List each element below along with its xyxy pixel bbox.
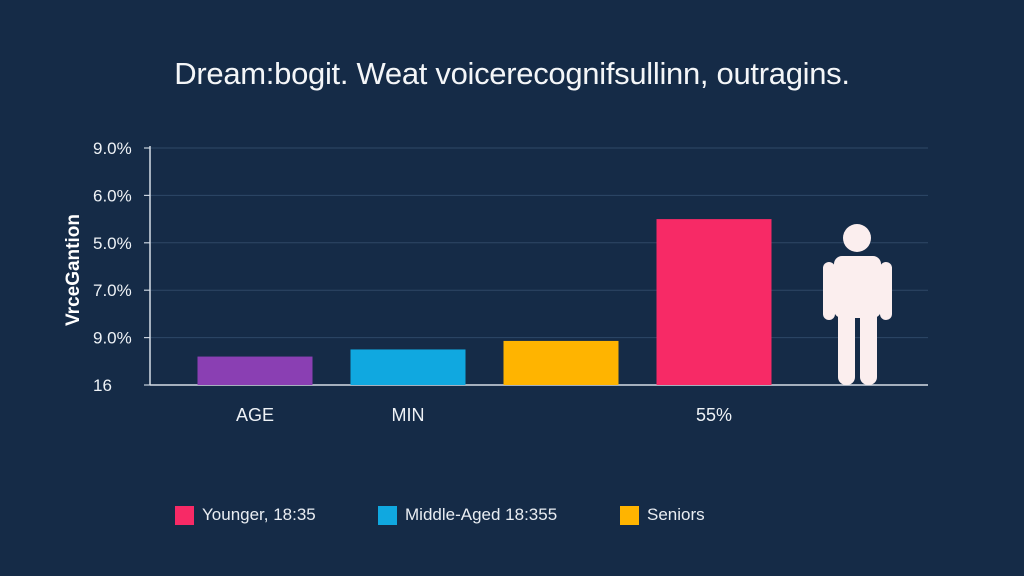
legend: Younger, 18:35 Middle-Aged 18:355 Senior… (0, 505, 1024, 529)
x-category-label: AGE (236, 405, 274, 425)
legend-label-seniors: Seniors (647, 505, 705, 524)
person-icon (823, 224, 892, 385)
y-axis-label: VrceGantion (63, 214, 84, 326)
legend-item-younger: Younger, 18:35 (175, 505, 316, 525)
y-tick-label: 7.0% (93, 281, 132, 300)
y-tick-label: 9.0% (93, 329, 132, 348)
bar (350, 349, 466, 385)
legend-item-seniors: Seniors (620, 505, 705, 525)
legend-label-younger: Younger, 18:35 (202, 505, 316, 524)
chart-title: Dream:bogit. Weat voicerecognifsullinn, … (174, 56, 850, 91)
y-tick-label: 9.0% (93, 139, 132, 158)
bar (503, 340, 619, 385)
y-tick-label: 5.0% (93, 234, 132, 253)
legend-item-middle-aged: Middle-Aged 18:355 (378, 505, 557, 525)
bar (656, 219, 772, 385)
legend-swatch-middle-aged (378, 505, 397, 525)
bar (197, 356, 313, 385)
legend-label-middle-aged: Middle-Aged 18:355 (405, 505, 558, 524)
y-tick-label: 16 (93, 376, 112, 395)
y-tick-label: 6.0% (93, 186, 132, 205)
x-category-label: MIN (392, 405, 425, 425)
legend-swatch-younger (175, 505, 194, 525)
legend-swatch-seniors (620, 505, 639, 525)
x-category-label: 55% (696, 405, 732, 425)
